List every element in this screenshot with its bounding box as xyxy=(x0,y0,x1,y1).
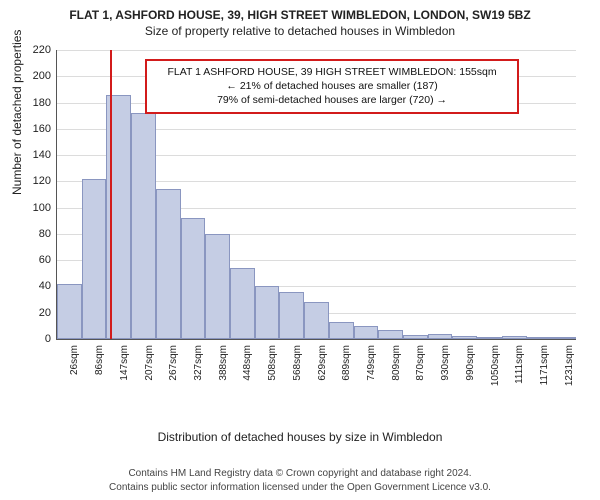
histogram-bar xyxy=(181,218,206,339)
y-tick-label: 0 xyxy=(45,333,51,345)
x-tick-label: 327sqm xyxy=(193,345,204,381)
chart-container: FLAT 1, ASHFORD HOUSE, 39, HIGH STREET W… xyxy=(0,0,600,500)
y-tick-label: 20 xyxy=(39,307,51,319)
histogram-bar xyxy=(230,268,255,339)
y-tick-label: 220 xyxy=(33,44,51,56)
y-axis-label: Number of detached properties xyxy=(10,30,24,195)
x-tick-label: 1171sqm xyxy=(539,345,550,385)
x-tick-label: 26sqm xyxy=(69,345,80,375)
histogram-bar xyxy=(304,302,329,339)
x-tick-label: 1231sqm xyxy=(564,345,575,386)
x-tick-label: 629sqm xyxy=(317,345,328,381)
histogram-bar xyxy=(205,234,230,339)
y-tick-label: 60 xyxy=(39,254,51,266)
chart-title-line1: FLAT 1, ASHFORD HOUSE, 39, HIGH STREET W… xyxy=(0,0,600,22)
x-tick-label: 568sqm xyxy=(292,345,303,381)
y-tick-label: 140 xyxy=(33,149,51,161)
histogram-bar xyxy=(255,286,280,339)
x-tick-label: 1050sqm xyxy=(490,345,501,386)
y-tick-label: 120 xyxy=(33,175,51,187)
histogram-bar xyxy=(428,334,453,339)
annotation-line1: FLAT 1 ASHFORD HOUSE, 39 HIGH STREET WIM… xyxy=(155,65,509,79)
x-tick-label: 388sqm xyxy=(218,345,229,381)
histogram-bar xyxy=(551,337,576,339)
x-tick-label: 930sqm xyxy=(440,345,451,381)
histogram-bar xyxy=(378,330,403,339)
histogram-bar xyxy=(131,113,156,339)
histogram-bar xyxy=(403,335,428,339)
histogram-bar xyxy=(452,336,477,339)
annotation-box: FLAT 1 ASHFORD HOUSE, 39 HIGH STREET WIM… xyxy=(145,59,519,114)
x-tick-label: 1111sqm xyxy=(514,345,525,384)
x-tick-label: 508sqm xyxy=(267,345,278,381)
histogram-bar xyxy=(279,292,304,339)
x-tick-label: 207sqm xyxy=(144,345,155,381)
x-tick-label: 689sqm xyxy=(341,345,352,381)
chart-area: 02040608010012014016018020022026sqm86sqm… xyxy=(56,50,576,340)
x-tick-label: 749sqm xyxy=(366,345,377,381)
reference-line xyxy=(110,50,112,339)
histogram-bar xyxy=(82,179,107,339)
gridline xyxy=(57,50,576,51)
footer-line1: Contains HM Land Registry data © Crown c… xyxy=(0,467,600,481)
annotation-line3: 79% of semi-detached houses are larger (… xyxy=(155,93,509,107)
x-tick-label: 870sqm xyxy=(415,345,426,381)
histogram-bar xyxy=(329,322,354,339)
y-tick-label: 180 xyxy=(33,97,51,109)
chart-title-line2: Size of property relative to detached ho… xyxy=(0,22,600,42)
plot-region: 02040608010012014016018020022026sqm86sqm… xyxy=(56,50,576,340)
y-tick-label: 80 xyxy=(39,228,51,240)
histogram-bar xyxy=(502,336,527,339)
footer-attribution: Contains HM Land Registry data © Crown c… xyxy=(0,467,600,494)
x-tick-label: 267sqm xyxy=(168,345,179,381)
x-tick-label: 86sqm xyxy=(94,345,105,375)
x-tick-label: 990sqm xyxy=(465,345,476,381)
x-axis-label: Distribution of detached houses by size … xyxy=(0,430,600,444)
histogram-bar xyxy=(477,337,502,339)
x-tick-label: 809sqm xyxy=(391,345,402,381)
histogram-bar xyxy=(354,326,379,339)
y-tick-label: 40 xyxy=(39,280,51,292)
y-tick-label: 200 xyxy=(33,70,51,82)
y-tick-label: 160 xyxy=(33,123,51,135)
y-tick-label: 100 xyxy=(33,202,51,214)
x-tick-label: 147sqm xyxy=(119,345,130,381)
histogram-bar xyxy=(527,337,552,339)
histogram-bar xyxy=(156,189,181,339)
x-tick-label: 448sqm xyxy=(242,345,253,381)
footer-line2: Contains public sector information licen… xyxy=(0,481,600,495)
histogram-bar xyxy=(57,284,82,339)
annotation-line2: ← 21% of detached houses are smaller (18… xyxy=(155,79,509,93)
